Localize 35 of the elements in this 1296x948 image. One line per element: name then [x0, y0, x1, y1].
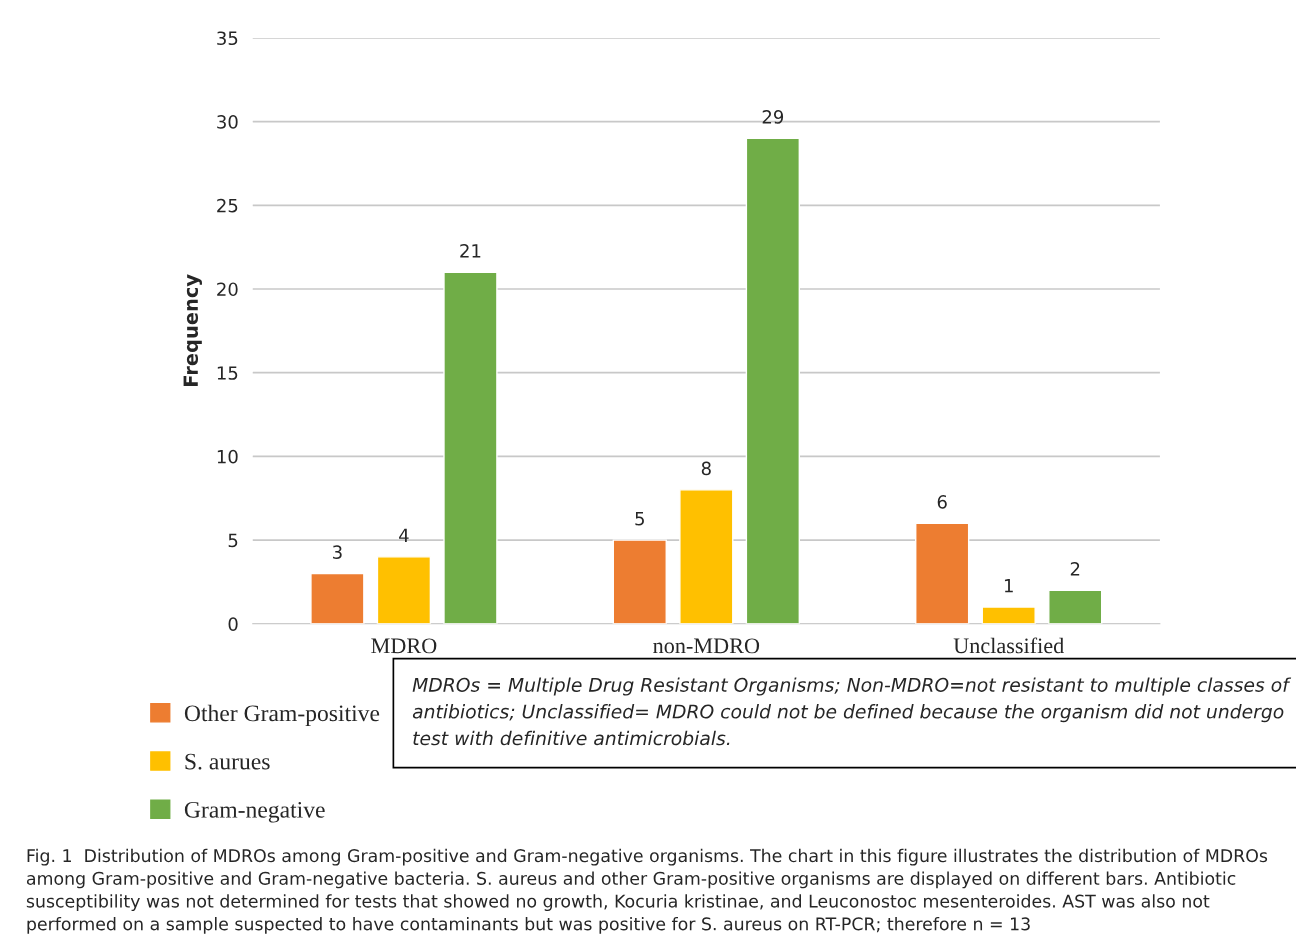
bar: [1048, 589, 1103, 624]
y-tick-label: 10: [217, 449, 238, 464]
data-label: 29: [762, 110, 784, 124]
legend-label: Other Gram-positive: [184, 704, 380, 727]
y-tick-label: 15: [217, 366, 238, 380]
data-label: 3: [333, 545, 342, 559]
bar: [310, 572, 365, 624]
bar: [745, 137, 801, 624]
x-tick-label: MDRO: [371, 638, 437, 654]
y-tick-label: 5: [228, 533, 238, 548]
bar: [376, 556, 432, 624]
data-label: 5: [635, 512, 644, 526]
bar: [612, 539, 667, 624]
bar: [981, 606, 1036, 624]
y-axis-title: Frequency: [183, 274, 202, 386]
bar: [679, 489, 734, 624]
data-label: 4: [399, 528, 409, 542]
data-label: 21: [460, 244, 481, 258]
data-label: 1: [1004, 579, 1013, 593]
bar: [443, 271, 498, 624]
y-tick-label: 30: [217, 115, 238, 129]
text: MDROs = Multiple Drug Resistant Organisms; Non-MDRO=not resistant to multiple classes of antibiotics; Unclassified= MDRO could not be defined because the organism did not undergo test with definitive antimicrobials.: [412, 677, 1292, 746]
x-tick-label: Unclassified: [953, 637, 1064, 654]
caption: Fig. 1 Distribution of MDROs among Gram-positive and Gram-negative organisms. The chart in this figure illustrates the distribution of MDROs among Gram-positive and Gram-negative bacteria. S. aureus and other Gram-positive organisms are displayed on different bars. Antibiotic susceptibility was not determined for tests that showed no growth, Kocuria kristinae, and Leuconostoc mesenteroides. AST was also not performed on a sample suspected to have contaminants but was positive for S. aureus on RT-PCR; therefore n = 13: [26, 848, 1268, 934]
y-tick-label: 20: [217, 282, 238, 297]
y-tick-label: 0: [228, 617, 238, 631]
y-tick-label: 35: [217, 31, 238, 46]
data-label: 8: [701, 461, 711, 476]
y-tick-label: 25: [217, 198, 238, 213]
x-tick-label: non-MDRO: [653, 638, 760, 654]
legend-label: S. aurues: [185, 753, 270, 770]
data-label: 6: [937, 495, 947, 509]
legend-label: Gram-negative: [184, 801, 325, 823]
bar: [915, 522, 970, 624]
data-label: 2: [1070, 562, 1080, 576]
